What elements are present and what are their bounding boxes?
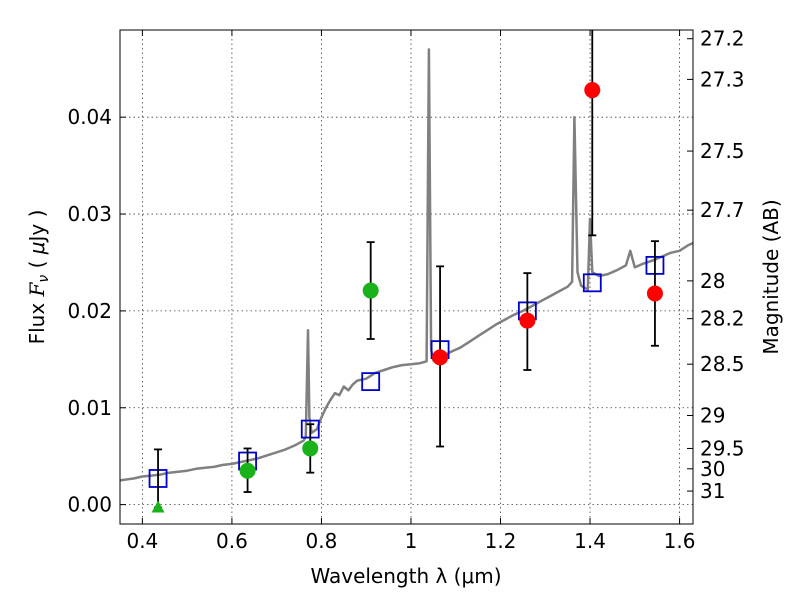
- y2-axis-label: Magnitude (AB): [759, 199, 783, 354]
- x-tick-label: 1.2: [485, 529, 517, 553]
- photometry-point: [519, 312, 536, 329]
- x-tick-label: 0.6: [216, 529, 248, 553]
- y-tick-label: 0.04: [67, 105, 112, 129]
- grid-lines: [120, 30, 693, 524]
- y2-tick-label: 27.2: [700, 27, 745, 51]
- photometry-point: [362, 282, 379, 299]
- y-tick-label: 0.03: [67, 202, 112, 226]
- x-tick-label: 1.6: [664, 529, 696, 553]
- y-axis-label-prefix: Flux: [25, 296, 49, 344]
- y-axis-label-subscript: ν: [36, 275, 52, 283]
- y-axis-label-unit: Jy ): [25, 210, 49, 244]
- y2-tick-label: 28.5: [700, 352, 745, 376]
- y-tick-label: 0.02: [67, 299, 112, 323]
- model-fit-square: [582, 273, 602, 293]
- y2-tick-label: 28: [700, 269, 725, 293]
- photometry-point: [432, 349, 449, 366]
- photometry-point: [646, 285, 663, 302]
- y2-tick-label: 27.7: [700, 198, 745, 222]
- model-spectrum-line: [119, 48, 694, 482]
- axis-ticks: 0.4 0.6 0.8 1 1.2 1.4 1.6 0.00 0.01 0.02 0.03 0.04 2…: [67, 27, 744, 553]
- y2-tick-label: 31: [700, 479, 725, 503]
- x-tick-label: 1: [405, 529, 418, 553]
- upper-limit-triangle: [151, 500, 165, 513]
- y-tick-label: 0.01: [67, 396, 112, 420]
- y2-tick-label: 29: [700, 404, 725, 428]
- y2-tick-label: 27.5: [700, 139, 745, 163]
- photometry-point: [302, 440, 319, 457]
- y-axis-label: Flux Fν ( μJy ): [25, 210, 52, 345]
- model-spectrum: [119, 48, 694, 482]
- y2-tick-label: 28.2: [700, 307, 745, 331]
- photometry-point: [584, 82, 601, 99]
- plot-frame: [119, 29, 694, 525]
- data-marks: [148, 30, 665, 513]
- x-tick-label: 1.4: [574, 529, 606, 553]
- y-axis-label-mu: μ: [25, 241, 49, 255]
- y2-tick-label: 29.5: [700, 436, 745, 460]
- y-axis-label-paren-open: (: [25, 254, 49, 275]
- x-axis-label: Wavelength λ (μm): [310, 564, 501, 588]
- y2-tick-label: 27.3: [700, 67, 745, 91]
- photometry-point: [239, 462, 256, 479]
- plot-background: [120, 30, 693, 524]
- y-tick-label: 0.00: [67, 493, 112, 517]
- y-axis-label-symbol: F: [25, 281, 49, 297]
- y2-tick-label: 30: [700, 457, 725, 481]
- x-tick-label: 0.4: [126, 529, 158, 553]
- model-fit-square: [361, 372, 381, 392]
- x-tick-label: 0.8: [306, 529, 338, 553]
